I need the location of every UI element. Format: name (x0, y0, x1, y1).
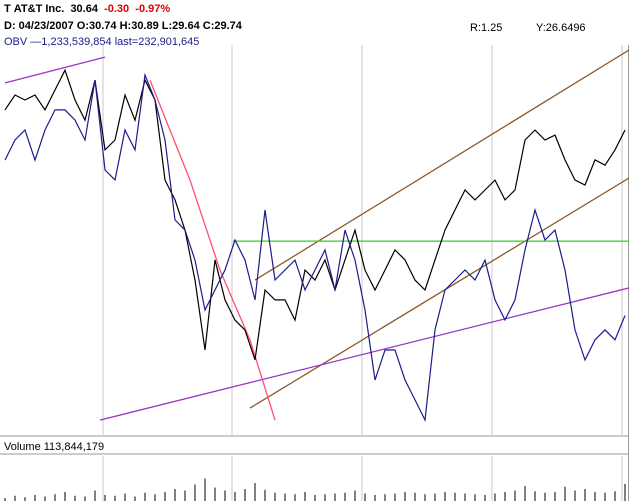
change: -0.30 (104, 3, 130, 15)
volume-label: Volume 113,844,179 (4, 441, 105, 453)
trend-line (254, 49, 629, 281)
last-price: 30.64 (70, 3, 98, 15)
high: H:30.89 (119, 20, 159, 32)
trend-line (149, 79, 276, 421)
ohlc-line: D: 04/23/2007 O:30.74 H:30.89 L:29.64 C:… (4, 20, 242, 32)
close: C:29.74 (202, 20, 242, 32)
company-name: AT&T Inc. (13, 3, 65, 15)
trend-line (4, 56, 106, 84)
low: L:29.64 (161, 20, 200, 32)
change-pct: -0.97% (135, 3, 171, 15)
y-value: Y:26.6496 (536, 22, 586, 34)
obv-label: OBV —1,233,539,854 last=232,901,645 (4, 36, 200, 48)
title-line: T AT&T Inc. 30.64 -0.30 -0.97% (4, 3, 170, 15)
date: D: 04/23/2007 (4, 20, 74, 32)
trend-line (249, 177, 629, 409)
trend-line (99, 287, 629, 421)
r-value: R:1.25 (470, 22, 503, 34)
price-line (4, 68, 626, 360)
obv-line (4, 72, 626, 423)
symbol: T (4, 3, 11, 15)
open: O:30.74 (76, 20, 117, 32)
